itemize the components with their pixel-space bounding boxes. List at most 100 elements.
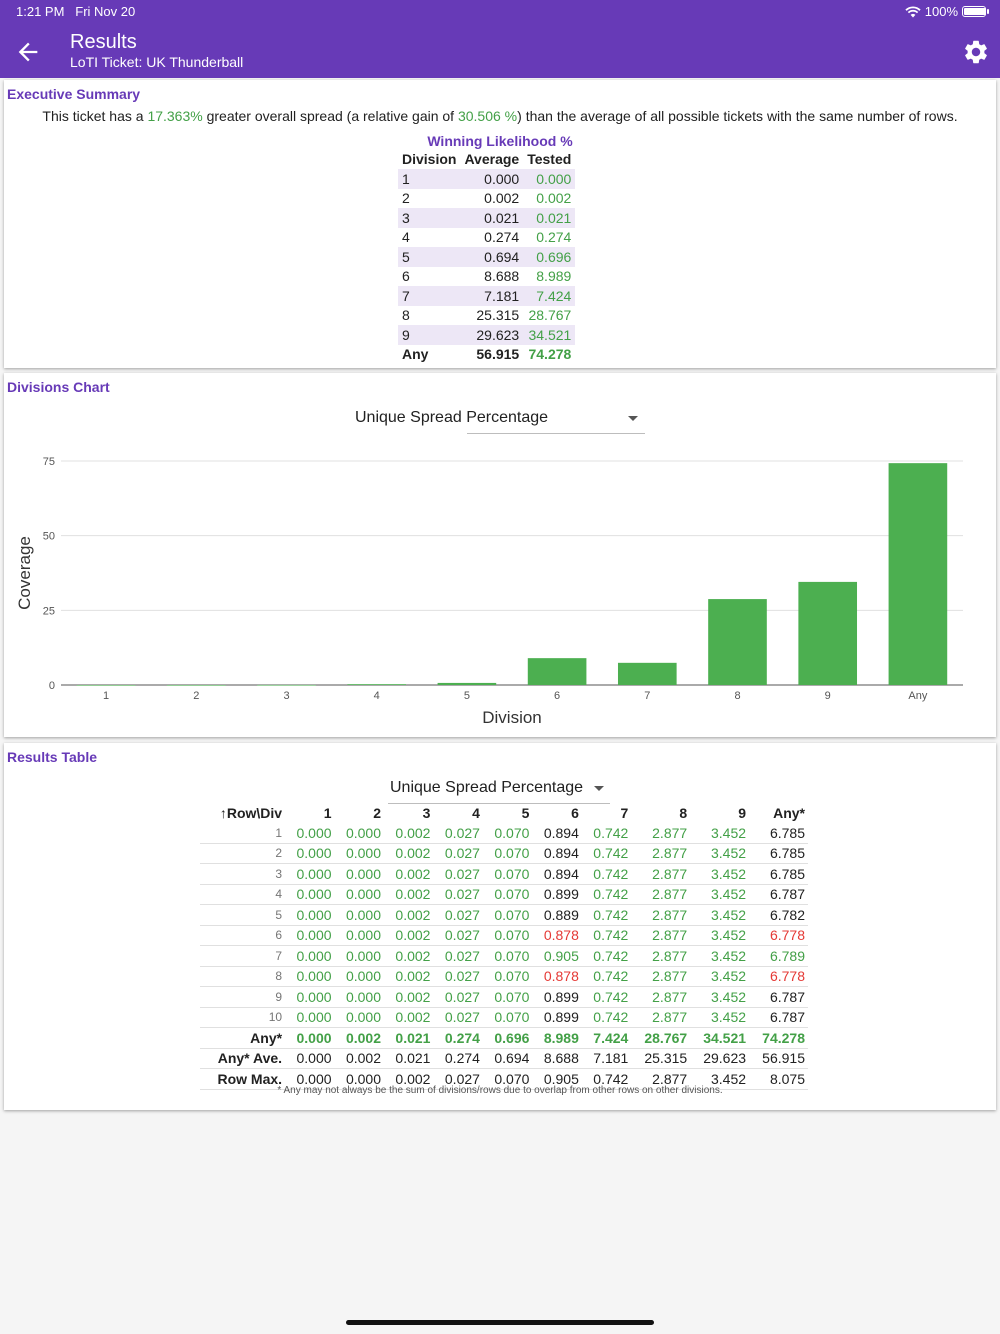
chevron-down-icon[interactable]: [594, 786, 604, 791]
likelihood-row: 5 0.694 0.696: [398, 247, 576, 267]
table-row: 10 0.000 0.000 0.002 0.027 0.070 0.899 0.742 2.8…: [200, 1007, 808, 1028]
chart-metric-dropdown[interactable]: Unique Spread Percentage: [355, 409, 549, 426]
likelihood-average-cell: 0.274: [484, 229, 520, 246]
results-col-header[interactable]: 1: [323, 805, 332, 821]
table-cell: 0.027: [433, 863, 483, 885]
table-metric-dropdown[interactable]: Unique Spread Percentage: [390, 779, 584, 796]
table-cell: 0.000: [285, 1007, 335, 1028]
likelihood-table: Division Average Tested 1 0.000 0.000 2 0.002 0…: [398, 149, 576, 364]
bar: [708, 599, 767, 685]
table-cell: 8.989: [532, 1027, 582, 1049]
bar: [257, 684, 316, 686]
table-cell: 0.899: [532, 986, 582, 1008]
table-cell: 0.878: [532, 925, 582, 946]
results-col-header[interactable]: 3: [422, 805, 431, 821]
table-cell: 0.742: [581, 1068, 632, 1090]
table-cell: 0.905: [532, 945, 582, 967]
results-col-header[interactable]: 4: [472, 805, 480, 821]
table-cell: 56.915: [749, 1048, 808, 1069]
likelihood-division-cell: 1: [398, 169, 461, 189]
y-tick-label: 0: [49, 680, 55, 692]
table-cell: 0.070: [482, 945, 533, 967]
x-tick-label: 7: [644, 690, 650, 702]
likelihood-row: 6 8.688 8.989: [398, 267, 575, 287]
table-cell: 2.877: [631, 884, 691, 905]
table-cell: 0.742: [581, 986, 632, 1008]
table-cell: 0.000: [285, 1027, 335, 1049]
page-subtitle: LoTI Ticket: UK Thunderball: [70, 54, 244, 70]
results-col-header[interactable]: 7: [620, 805, 629, 821]
x-tick-label: 8: [734, 690, 740, 702]
table-cell: 0.027: [433, 843, 483, 864]
table-cell: 2.877: [631, 986, 691, 1008]
relative-gain-value: 30.506 %: [457, 108, 518, 124]
bar: [798, 581, 858, 685]
table-cell: 0.000: [285, 966, 335, 987]
likelihood-division-cell: 2: [402, 190, 410, 207]
x-axis-label: Division: [482, 708, 542, 727]
results-col-header[interactable]: ↑Row\Div: [219, 805, 283, 821]
table-cell: 3.452: [690, 823, 750, 844]
chevron-down-icon[interactable]: [628, 416, 638, 421]
table-cell: 0.070: [482, 966, 533, 987]
bar: [166, 684, 226, 686]
results-col-header[interactable]: Any*: [773, 805, 805, 821]
table-row: 2 0.000 0.000 0.002 0.027 0.070 0.894 0.742 2.87…: [200, 843, 808, 864]
table-cell: 3.452: [690, 904, 750, 926]
results-table: ↑Row\Div 1 2 3 4 5 6 7 8 9 Any* 1 0.000 0.000 0.002 0.…: [200, 803, 808, 1090]
table-cell: 0.878: [532, 966, 582, 987]
results-col-header[interactable]: 5: [521, 805, 530, 821]
table-cell: 0.070: [482, 843, 533, 864]
spread-gain-value: 17.363%: [147, 108, 203, 124]
y-tick-label: 50: [43, 531, 55, 543]
table-cell: 0.905: [532, 1068, 582, 1090]
row-label: 3: [200, 863, 286, 885]
row-label: 4: [200, 884, 286, 905]
table-cell: 0.894: [532, 823, 582, 844]
x-tick-label: 2: [193, 690, 199, 702]
table-cell: 0.002: [384, 823, 434, 844]
app-bar: 1:21 PM Fri Nov 20 100% Results LoTI Tic…: [0, 0, 1000, 78]
likelihood-tested-cell: 0.274: [536, 229, 572, 246]
table-cell: 0.002: [384, 843, 434, 864]
table-cell: 2.877: [631, 945, 691, 967]
results-col-header[interactable]: 8: [679, 805, 688, 821]
likelihood-division-cell: 6: [402, 268, 410, 285]
results-col-header[interactable]: 2: [373, 805, 381, 821]
home-indicator[interactable]: [346, 1320, 654, 1325]
likelihood-col-header: Average: [464, 151, 520, 167]
table-cell: 2.877: [631, 843, 691, 864]
table-cell: 6.785: [749, 863, 808, 885]
x-tick-label: 4: [374, 690, 380, 702]
arrow-back-icon[interactable]: [14, 38, 42, 66]
table-row: 5 0.000 0.000 0.002 0.027 0.070 0.889 0.742 2.87…: [200, 904, 808, 926]
table-cell: 25.315: [631, 1048, 691, 1069]
x-tick-label: 9: [825, 690, 831, 702]
gear-icon[interactable]: [962, 38, 990, 66]
likelihood-col-header: Division: [402, 151, 457, 167]
results-col-header[interactable]: 9: [738, 805, 747, 821]
likelihood-tested-cell: 8.989: [536, 268, 572, 285]
table-cell: 0.002: [384, 884, 434, 905]
likelihood-row: 7 7.181 7.424: [398, 286, 576, 306]
table-cell: 0.000: [285, 823, 335, 844]
table-cell: 0.000: [334, 925, 384, 946]
likelihood-tested-cell: 28.767: [528, 307, 572, 324]
dropdown-underline: [467, 433, 645, 434]
table-cell: 0.027: [433, 945, 483, 967]
likelihood-average-cell: 7.181: [460, 286, 524, 306]
table-cell: 0.899: [532, 1007, 582, 1028]
divisions-chart-heading: Divisions Chart: [7, 379, 110, 395]
table-cell: 0.027: [433, 904, 483, 926]
results-col-header[interactable]: 6: [571, 805, 579, 821]
table-cell: 0.742: [581, 945, 632, 967]
table-cell: 0.742: [581, 925, 632, 946]
summary-text: This ticket has a 17.363% greater overal…: [42, 108, 958, 124]
arrow-up-icon[interactable]: ↑: [219, 805, 227, 821]
table-cell: 28.767: [631, 1027, 691, 1049]
likelihood-tested-cell: 34.521: [523, 325, 576, 345]
table-cell: 0.070: [482, 925, 533, 946]
likelihood-row: 8 25.315 28.767: [398, 306, 575, 326]
table-cell: 0.894: [532, 843, 582, 864]
table-cell: 6.787: [749, 1007, 808, 1028]
